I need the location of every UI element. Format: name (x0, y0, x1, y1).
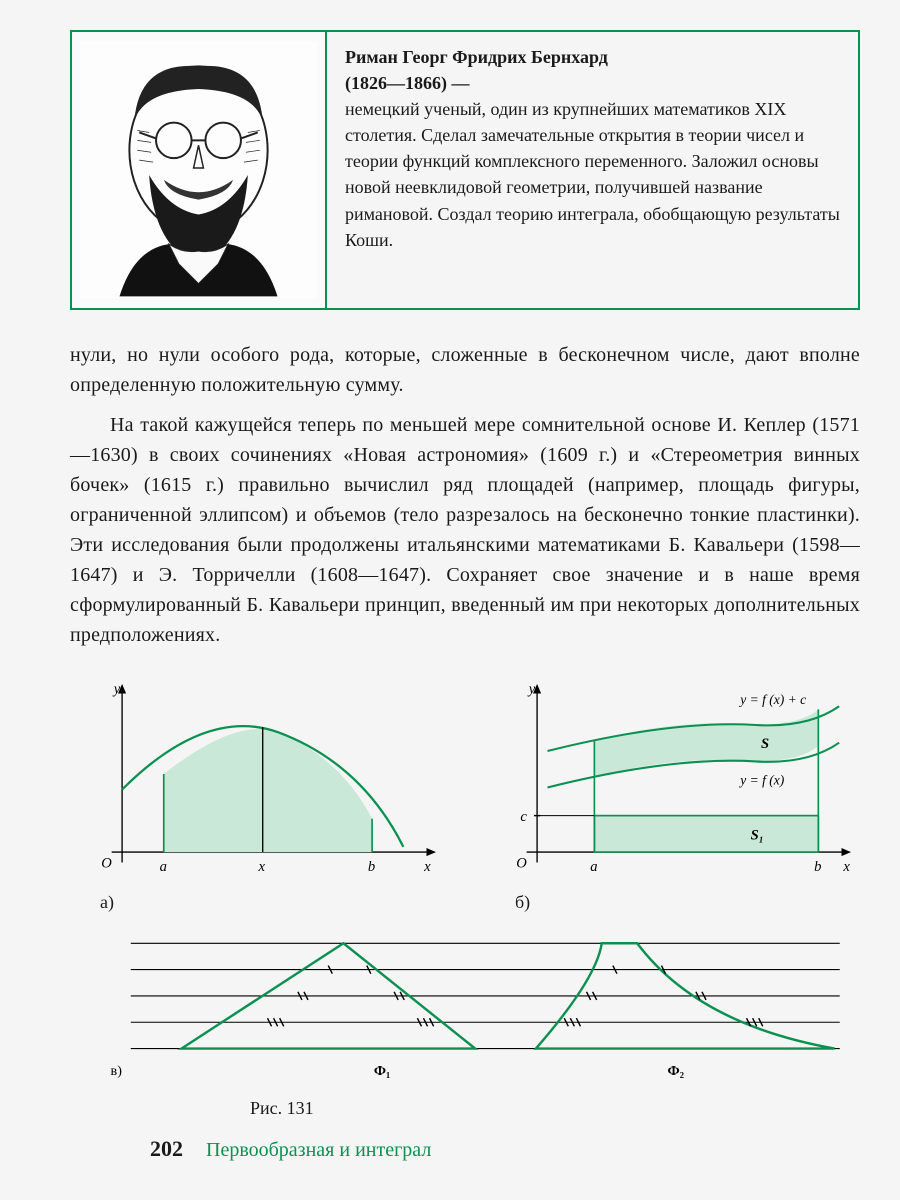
svg-text:y = f (x) + c: y = f (x) + c (738, 692, 806, 708)
svg-text:y: y (112, 682, 121, 698)
figure-a-label: а) (70, 892, 445, 913)
chapter-title: Первообразная и интеграл (206, 1139, 431, 1161)
svg-text:Ф₂: Ф₂ (668, 1063, 684, 1079)
page-number: 202 (150, 1136, 183, 1161)
paragraph-1: нули, но нули особого рода, которые, сло… (70, 340, 860, 400)
figures-row-top: O y x a x b а) (70, 675, 860, 913)
portrait (72, 32, 327, 308)
svg-text:y = f (x): y = f (x) (738, 772, 785, 788)
svg-text:Ф₁: Ф₁ (374, 1063, 390, 1079)
svg-text:x: x (258, 859, 266, 875)
bio-description: немецкий ученый, один из крупнейших мате… (345, 99, 840, 249)
svg-text:S₁: S₁ (751, 828, 764, 844)
figure-b: O y x a b c y = f (x) + c y = f (x) S S₁… (485, 675, 860, 913)
figure-caption: Рис. 131 (70, 1098, 860, 1119)
svg-text:O: O (516, 856, 527, 872)
portrait-illustration (80, 40, 317, 300)
svg-text:b: b (368, 859, 375, 875)
svg-text:в): в) (111, 1063, 123, 1079)
figure-c: в) Ф₁ Ф₂ (70, 923, 860, 1090)
svg-text:x: x (842, 859, 850, 875)
svg-text:c: c (520, 809, 527, 825)
figures-block: O y x a x b а) (70, 675, 860, 1119)
page-footer: 202 Первообразная и интеграл (150, 1136, 431, 1162)
biography-box: Риман Георг Фридрих Бернхард (1826—1866)… (70, 30, 860, 310)
paragraph-2: На такой кажущейся теперь по меньшей мер… (70, 410, 860, 650)
svg-text:O: O (101, 856, 112, 872)
bio-dates: (1826—1866) — (345, 73, 470, 93)
svg-text:a: a (590, 859, 597, 875)
figure-b-label: б) (485, 892, 860, 913)
svg-text:b: b (814, 859, 821, 875)
biography-text: Риман Георг Фридрих Бернхард (1826—1866)… (327, 32, 858, 308)
svg-text:S: S (761, 736, 769, 752)
bio-name: Риман Георг Фридрих Бернхард (345, 47, 608, 67)
svg-text:x: x (423, 859, 431, 875)
svg-text:y: y (527, 682, 536, 698)
figure-a: O y x a x b а) (70, 675, 445, 913)
svg-text:a: a (160, 859, 167, 875)
